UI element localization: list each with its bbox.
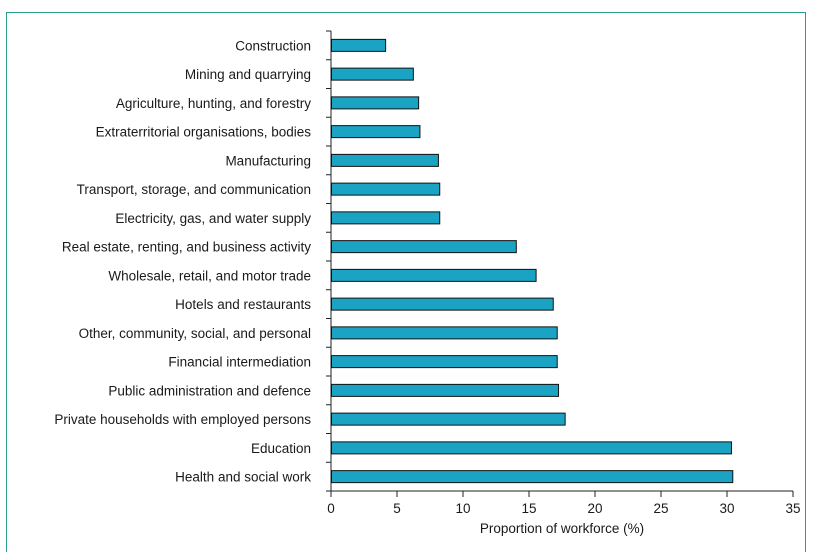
- category-label: Education: [251, 441, 311, 456]
- bar: [331, 153, 439, 167]
- category-label: Health and social work: [175, 470, 311, 485]
- x-tick-label: 0: [327, 501, 335, 516]
- x-ticks: 0 5 10 15 20 25 30 35: [327, 491, 801, 516]
- bar: [331, 355, 558, 369]
- category-label: Electricity, gas, and water supply: [115, 211, 311, 226]
- category-label: Private households with employed persons: [54, 412, 311, 427]
- category-labels: Construction Mining and quarrying Agricult…: [54, 38, 311, 484]
- bar: [331, 470, 734, 484]
- bar: [331, 383, 560, 397]
- bar: [331, 67, 414, 81]
- chart-frame: [6, 12, 806, 552]
- x-tick-label: 15: [521, 501, 536, 516]
- bar: [331, 38, 387, 52]
- x-tick-label: 30: [719, 501, 734, 516]
- category-label: Wholesale, retail, and motor trade: [108, 268, 311, 283]
- x-tick-label: 10: [455, 501, 470, 516]
- category-label: Transport, storage, and communication: [77, 182, 311, 197]
- category-label: Real estate, renting, and business activ…: [62, 240, 311, 255]
- x-tick-label: 35: [785, 501, 800, 516]
- bar: [331, 240, 517, 254]
- category-label: Hotels and restaurants: [175, 297, 311, 312]
- bar: [331, 125, 421, 139]
- category-label: Mining and quarrying: [185, 67, 311, 82]
- category-label: Other, community, social, and personal: [79, 326, 311, 341]
- bar: [331, 182, 441, 196]
- bar: [331, 412, 566, 426]
- category-label: Agriculture, hunting, and forestry: [116, 96, 311, 111]
- category-label: Public administration and defence: [108, 383, 311, 398]
- bar: [331, 441, 732, 455]
- bar: [331, 96, 420, 110]
- category-label: Manufacturing: [225, 153, 311, 168]
- x-tick-label: 25: [653, 501, 668, 516]
- bar: [331, 326, 558, 340]
- bar: [331, 268, 537, 282]
- category-label: Financial intermediation: [168, 355, 311, 370]
- x-axis-title: Proportion of workforce (%): [480, 521, 644, 536]
- category-label: Extraterritorial organisations, bodies: [96, 125, 312, 140]
- x-tick-label: 5: [393, 501, 401, 516]
- bar: [331, 211, 441, 225]
- category-label: Construction: [235, 38, 311, 53]
- bar: [331, 297, 554, 311]
- x-tick-label: 20: [587, 501, 602, 516]
- bars: [331, 38, 734, 484]
